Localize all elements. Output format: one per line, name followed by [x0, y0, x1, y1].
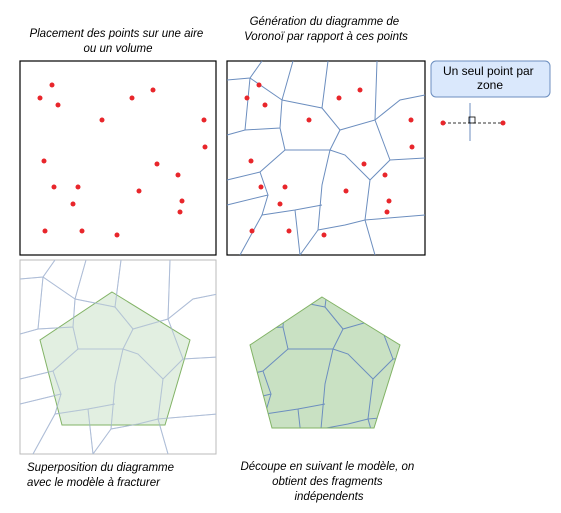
model-shape [39, 291, 191, 426]
caption: Superposition du diagramme avec le modèl… [27, 462, 177, 489]
fragments-fill [250, 297, 400, 428]
panel-frame [226, 60, 426, 256]
note-label: Un seul point par zone [443, 64, 537, 92]
model-outline [249, 296, 401, 429]
note-box [430, 60, 551, 98]
point [500, 120, 506, 126]
panel-frame [19, 60, 217, 256]
point [440, 120, 446, 126]
caption: Découpe en suivant le modèle, on obtient… [240, 461, 417, 503]
right-angle [468, 116, 476, 124]
caption: Génération du diagramme de Voronoï par r… [244, 16, 408, 43]
caption: Placement des points sur une aire ou un … [29, 28, 206, 55]
